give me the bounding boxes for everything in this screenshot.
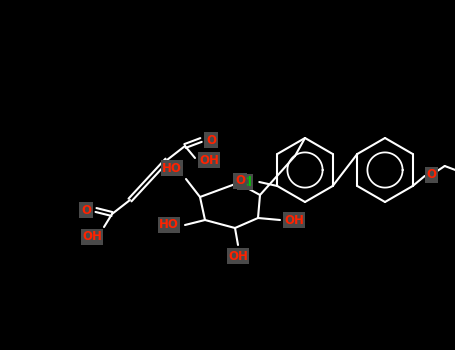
Text: HO: HO xyxy=(159,218,179,231)
Text: O: O xyxy=(81,203,91,217)
Text: OH: OH xyxy=(284,214,304,226)
Text: O: O xyxy=(206,133,216,147)
Text: HO: HO xyxy=(162,161,182,175)
Text: OH: OH xyxy=(228,250,248,262)
Text: OH: OH xyxy=(82,231,102,244)
Text: O: O xyxy=(427,168,437,182)
Text: O: O xyxy=(235,175,245,188)
Text: Cl: Cl xyxy=(239,175,252,189)
Text: OH: OH xyxy=(199,154,219,167)
